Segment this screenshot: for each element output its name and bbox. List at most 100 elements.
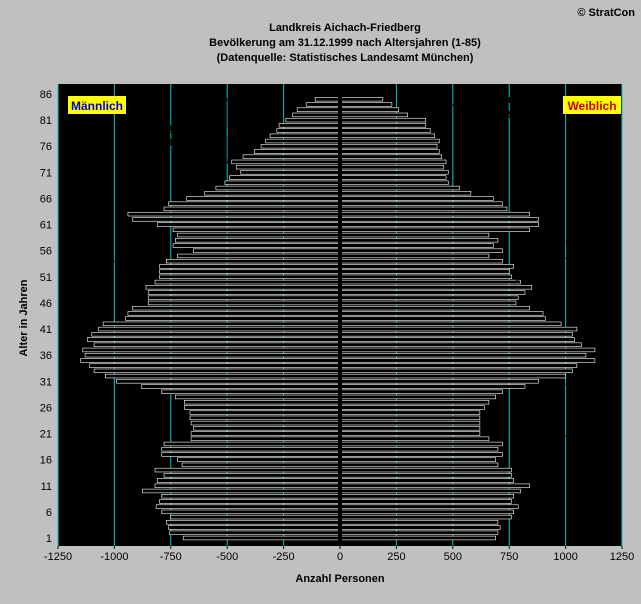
- bar-female-age-85: [339, 97, 384, 102]
- bar-female-age-35: [339, 358, 596, 363]
- bar-female-age-63: [339, 211, 530, 217]
- bar-female-age-4: [339, 520, 499, 525]
- bar-female-age-25: [339, 410, 481, 415]
- y-tick-label-6: 6: [46, 507, 52, 519]
- bar-male-age-61: [156, 222, 341, 227]
- bar-male-age-52: [159, 269, 341, 274]
- bar-female-age-14: [339, 467, 512, 473]
- bar-female-age-37: [339, 347, 596, 353]
- bar-male-age-48: [147, 290, 341, 295]
- bar-male-age-67: [204, 191, 341, 196]
- geburtenausfall-right-line-2: ausfall: [537, 250, 572, 262]
- y-tick-label-26: 26: [40, 402, 52, 414]
- geburtenausfall-right-line-3: 2. Weltkrieg: [537, 264, 599, 276]
- bar-female-age-67: [339, 191, 472, 196]
- x-tick-label--250: -250: [273, 551, 295, 563]
- bar-male-age-63: [127, 211, 341, 217]
- bar-male-age-80: [278, 123, 341, 128]
- bar-male-age-7: [155, 504, 341, 509]
- x-tick-label-1000: 1000: [553, 551, 577, 563]
- bar-male-age-66: [186, 196, 341, 201]
- bar-female-age-56: [339, 248, 503, 253]
- y-tick-label-31: 31: [40, 376, 52, 388]
- bar-female-age-24: [339, 415, 481, 421]
- y-tick-label-56: 56: [40, 246, 52, 258]
- bar-female-age-42: [339, 321, 562, 327]
- x-tick-label--1250: -1250: [44, 551, 72, 563]
- geburtenausfall-top-line-1: Geburtenausfall: [462, 94, 546, 106]
- bar-female-age-49: [339, 285, 533, 290]
- bar-female-age-72: [339, 164, 445, 170]
- bar-male-age-71: [240, 170, 341, 175]
- bar-female-age-12: [339, 478, 515, 483]
- bar-male-age-41: [98, 326, 341, 332]
- bar-female-age-79: [339, 128, 431, 133]
- bar-female-age-76: [339, 144, 438, 149]
- bar-female-age-31: [339, 379, 539, 384]
- bar-male-age-76: [260, 144, 341, 149]
- bar-female-age-19: [339, 441, 503, 447]
- bar-male-age-69: [224, 180, 341, 185]
- y-tick-label-51: 51: [40, 272, 52, 284]
- title-line-1: Landkreis Aichach-Friedberg: [269, 22, 421, 34]
- bar-male-age-19: [163, 441, 341, 447]
- bar-male-age-33: [93, 368, 341, 374]
- kriegsverluste-line-2: 1939/1945: [148, 137, 200, 149]
- bar-male-age-85: [314, 97, 341, 102]
- geburtenausfall-right-brace: [515, 235, 529, 281]
- bar-male-age-42: [102, 321, 341, 327]
- bar-male-age-50: [154, 279, 341, 285]
- geburtenausfall-top-brace: [441, 87, 455, 123]
- rueckgang-line-1: Allge-: [580, 385, 605, 395]
- x-tick-label--1000: -1000: [100, 551, 128, 563]
- bar-male-age-39: [87, 337, 341, 342]
- x-tick-label-750: 750: [500, 551, 518, 563]
- bar-female-age-22: [339, 426, 481, 431]
- bar-female-age-65: [339, 201, 503, 206]
- y-tick-label-81: 81: [40, 115, 52, 127]
- bar-female-age-84: [339, 102, 393, 107]
- bar-male-age-27: [184, 400, 341, 405]
- bar-male-age-25: [189, 410, 341, 415]
- bar-male-age-57: [172, 243, 341, 248]
- bar-female-age-39: [339, 337, 575, 342]
- bar-male-age-81: [285, 117, 341, 123]
- bar-male-age-30: [141, 384, 341, 389]
- bar-male-age-9: [161, 494, 341, 499]
- bar-female-age-77: [339, 138, 440, 144]
- bar-male-age-73: [231, 159, 341, 165]
- bar-female-age-73: [339, 159, 447, 165]
- bar-male-age-56: [193, 248, 341, 253]
- male-label-box: [68, 96, 126, 114]
- bar-female-age-45: [339, 305, 530, 311]
- x-axis-title: Anzahl Personen: [295, 573, 385, 585]
- bar-female-age-33: [339, 368, 573, 374]
- bar-female-age-8: [339, 499, 512, 504]
- title-line-2: Bevölkerung am 31.12.1999 nach Altersjah…: [209, 37, 481, 49]
- rueckgang-line-6: knick"): [582, 440, 612, 450]
- y-tick-label-76: 76: [40, 141, 52, 153]
- bar-female-age-34: [339, 363, 578, 368]
- bar-male-age-22: [193, 426, 341, 431]
- bar-male-age-20: [190, 436, 341, 441]
- bar-male-age-64: [163, 206, 341, 212]
- bar-female-age-64: [339, 206, 508, 212]
- bar-female-age-59: [339, 232, 490, 238]
- kriegsverluste-brace: [221, 96, 235, 166]
- bar-female-age-32: [339, 373, 566, 379]
- bar-female-age-71: [339, 170, 449, 175]
- bar-female-age-52: [339, 269, 510, 274]
- bar-female-age-21: [339, 431, 481, 436]
- bars-group: [80, 97, 596, 541]
- bar-female-age-55: [339, 253, 490, 259]
- bar-male-age-53: [159, 264, 341, 269]
- bar-female-age-70: [339, 175, 447, 180]
- bar-female-age-9: [339, 494, 515, 499]
- bar-female-age-68: [339, 185, 460, 191]
- bar-male-age-82: [292, 112, 341, 118]
- bar-female-age-69: [339, 180, 449, 185]
- bar-male-age-43: [125, 316, 341, 321]
- bar-male-age-24: [189, 415, 341, 421]
- geburtenausfall-left-line-2: ausfall: [86, 253, 121, 265]
